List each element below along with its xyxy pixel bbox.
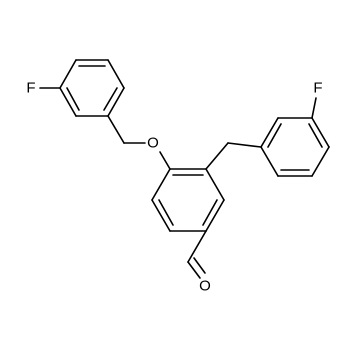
bonds — [39, 59, 330, 279]
atom-label: O — [199, 278, 211, 295]
atom-label: F — [26, 80, 35, 97]
atom-label: O — [147, 135, 159, 152]
atom-label: F — [313, 80, 322, 97]
